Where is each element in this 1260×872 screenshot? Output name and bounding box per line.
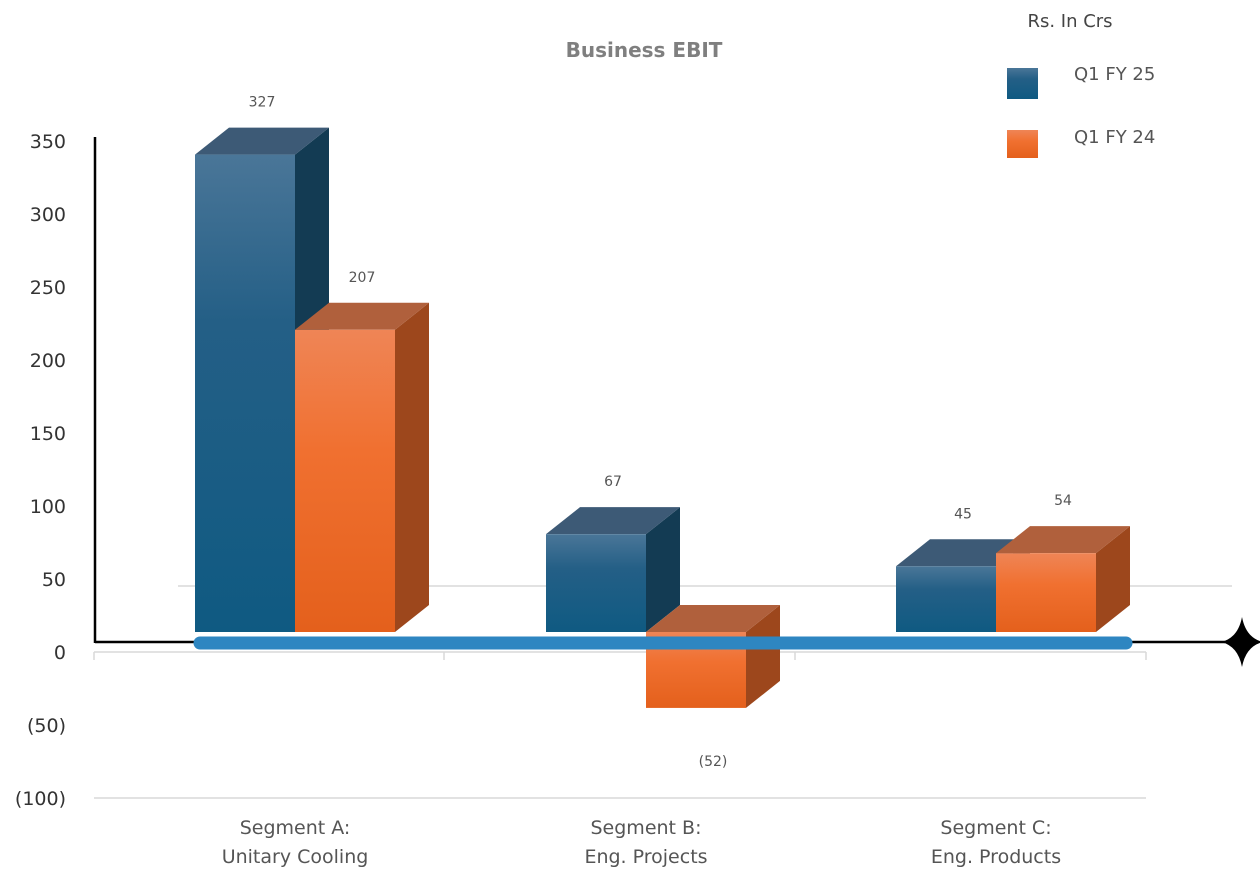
- legend-label-q1-fy-25: Q1 FY 25: [1074, 64, 1155, 85]
- y-tick-350: 350: [30, 131, 66, 153]
- y-tick-200: 200: [30, 350, 66, 372]
- y-tick-0: 0: [54, 642, 66, 664]
- data-label-segment-a-q1-fy-25: 327: [249, 95, 276, 111]
- bar-segment-a-q1-fy-24-side: [395, 302, 429, 632]
- y-axis-tick-labels: 350 300 250 200 150 100 50 0 (50) (100): [15, 131, 66, 810]
- category-label-segment-c-line-2: Eng. Products: [931, 846, 1061, 868]
- bar-segment-b-q1-fy-25-top: [546, 507, 680, 535]
- y-tick-100: 100: [30, 496, 66, 518]
- bar-segment-c-q1-fy-24: [996, 553, 1096, 632]
- category-labels: Segment A: Unitary Cooling Segment B: Eng. …: [222, 817, 1061, 868]
- data-label-segment-c-q1-fy-25: 45: [954, 506, 972, 522]
- star-arrow-icon: [1221, 617, 1260, 667]
- chart-title: Business EBIT: [566, 38, 723, 62]
- bars: [195, 127, 1130, 708]
- bar-segment-c-q1-fy-24-side: [1096, 526, 1130, 632]
- bar-segment-b-q1-fy-24-side: [746, 605, 780, 708]
- category-label-segment-a-line-1: Segment A:: [240, 817, 351, 839]
- data-label-segment-c-q1-fy-24: 54: [1054, 493, 1072, 509]
- legend-swatch-q1-fy-24: [1007, 130, 1038, 158]
- data-label-segment-a-q1-fy-24: 207: [349, 270, 376, 286]
- bar-segment-c-q1-fy-25: [896, 566, 996, 632]
- category-label-segment-c-line-1: Segment C:: [940, 817, 1051, 839]
- bar-segment-c-q1-fy-24-top: [996, 526, 1130, 554]
- bar-segment-a-q1-fy-25-top: [195, 127, 329, 155]
- y-tick-50: 50: [42, 569, 66, 591]
- data-labels: 327 207 67 (52) 45 54: [249, 95, 1072, 770]
- legend-swatch-q1-fy-25: [1007, 68, 1038, 99]
- bar-segment-a-q1-fy-24-top: [295, 302, 429, 330]
- axes: [93, 137, 1260, 667]
- category-label-segment-a-line-2: Unitary Cooling: [222, 846, 369, 868]
- y-tick-100: (100): [15, 788, 66, 810]
- legend-label-q1-fy-24: Q1 FY 24: [1074, 127, 1155, 148]
- y-tick-50: (50): [27, 715, 66, 737]
- y-tick-250: 250: [30, 277, 66, 299]
- category-label-segment-b-line-1: Segment B:: [591, 817, 702, 839]
- bar-segment-a-q1-fy-25: [195, 154, 295, 632]
- data-label-segment-b-q1-fy-24: (52): [699, 754, 728, 770]
- legend: Q1 FY 25 Q1 FY 24: [1007, 64, 1155, 158]
- bar-segment-b-q1-fy-25-side: [646, 507, 680, 632]
- y-tick-300: 300: [30, 204, 66, 226]
- bar-segment-b-q1-fy-25: [546, 534, 646, 632]
- category-label-segment-b-line-2: Eng. Projects: [584, 846, 707, 868]
- data-label-segment-b-q1-fy-25: 67: [604, 474, 622, 490]
- unit-note: Rs. In Crs: [1027, 11, 1112, 32]
- bar-segment-b-q1-fy-24-top: [646, 605, 780, 632]
- bar-segment-a-q1-fy-24: [295, 329, 395, 632]
- y-tick-150: 150: [30, 423, 66, 445]
